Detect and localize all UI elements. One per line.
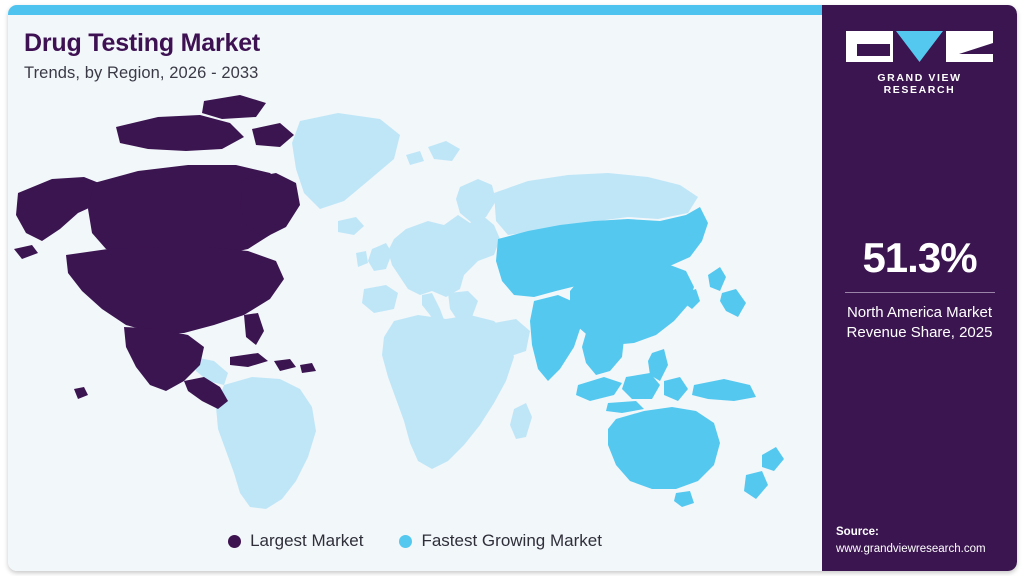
- legend-label: Largest Market: [250, 531, 364, 550]
- base-land-layer: [194, 113, 698, 509]
- source-url[interactable]: www.grandviewresearch.com: [836, 542, 986, 555]
- stat-divider: [844, 292, 995, 293]
- page-title: Drug Testing Market: [24, 29, 261, 57]
- source-label: Source:: [836, 525, 879, 538]
- logo-r-icon: [946, 31, 993, 62]
- infographic-card: Drug Testing Market Trends, by Region, 2…: [8, 5, 1017, 571]
- source-block: Source: www.grandviewresearch.com: [836, 524, 1016, 559]
- map-legend: Largest Market Fastest Growing Market: [8, 531, 822, 551]
- logo-wordmark: GRAND VIEW RESEARCH: [877, 72, 962, 96]
- stat-block: 51.3% North America Market Revenue Share…: [822, 237, 1017, 344]
- stat-label-line2: Revenue Share, 2025: [846, 324, 993, 342]
- asia-pacific-region: [496, 207, 784, 507]
- title-block: Drug Testing Market Trends, by Region, 2…: [24, 29, 260, 83]
- legend-dot-icon: [399, 534, 413, 548]
- north-america-region: [14, 95, 316, 409]
- world-map: [8, 89, 822, 509]
- stat-label-line1: North America Market: [846, 304, 993, 321]
- legend-dot-icon: [228, 534, 242, 548]
- legend-label: Fastest Growing Market: [421, 531, 602, 550]
- map-panel: Drug Testing Market Trends, by Region, 2…: [8, 15, 822, 571]
- stat-value: 51.3%: [862, 234, 977, 281]
- side-panel: GRAND VIEW RESEARCH 51.3% North America …: [822, 5, 1017, 571]
- logo-mark: [846, 31, 994, 64]
- logo-v-triangle-icon: [896, 31, 943, 62]
- page-subtitle: Trends, by Region, 2026 - 2033: [24, 63, 259, 82]
- grand-view-research-logo: GRAND VIEW RESEARCH: [846, 31, 994, 96]
- legend-item-fastest-growing-market[interactable]: Fastest Growing Market: [399, 531, 602, 551]
- legend-item-largest-market[interactable]: Largest Market: [228, 531, 363, 551]
- logo-g-icon: [846, 31, 893, 62]
- accent-top-bar: [8, 5, 822, 15]
